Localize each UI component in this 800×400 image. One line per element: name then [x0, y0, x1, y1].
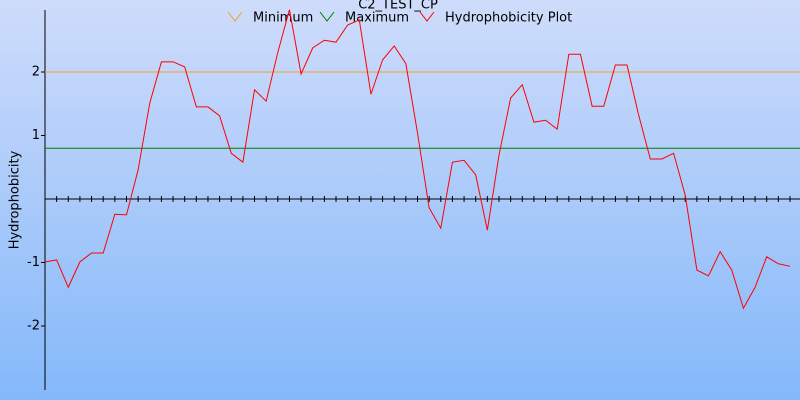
data-line	[44, 9, 791, 310]
y-axis-label: Hydrophobicity	[8, 150, 23, 249]
chart-title: C2_TEST_CP	[358, 0, 438, 13]
y-tick-label: -1	[27, 255, 40, 270]
legend-icon	[419, 11, 435, 22]
y-tick-label: 1	[32, 128, 40, 143]
y-tick-label: 2	[32, 65, 40, 80]
y-tick-label: -2	[27, 319, 40, 334]
legend-icon	[319, 11, 335, 22]
legend-label: Maximum	[345, 11, 409, 26]
legend-icon	[227, 11, 243, 22]
legend-label: Minimum	[253, 11, 313, 26]
legend-label: Hydrophobicity Plot	[445, 11, 572, 26]
